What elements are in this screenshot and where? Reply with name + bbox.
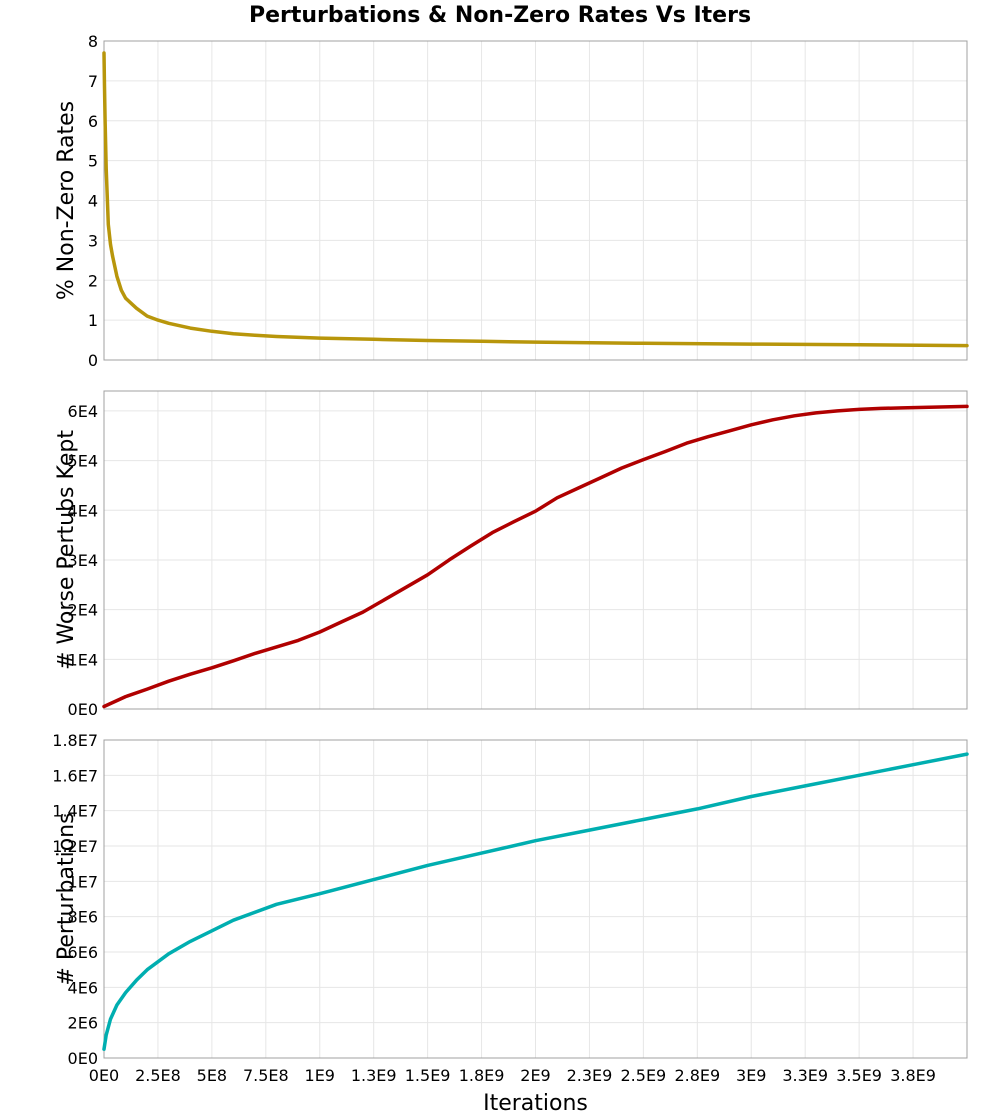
y-tick-label: 5E4 bbox=[68, 452, 98, 471]
x-tick-label: 1.5E9 bbox=[405, 1066, 451, 1085]
y-tick-label: 0E0 bbox=[68, 1049, 98, 1068]
series-line bbox=[102, 404, 969, 709]
y-tick-label: 1E7 bbox=[68, 872, 98, 891]
chart-title: Perturbations & Non-Zero Rates Vs Iters bbox=[249, 3, 751, 28]
chart-panel-2: 0E0 1E4 2E4 3E4 4E4 5E4 6E4 # Worse Pertubs Kep… bbox=[54, 390, 969, 719]
y-tick-label: 0E0 bbox=[68, 700, 98, 719]
x-tick-label: 7.5E8 bbox=[243, 1066, 289, 1085]
y-tick-label: 7 bbox=[88, 72, 98, 91]
y-tick-label: 2E6 bbox=[68, 1014, 98, 1033]
y-tick-label: 6E4 bbox=[68, 402, 98, 421]
y-axis-label: # Worse Pertubs Kept bbox=[54, 430, 79, 670]
x-tick-label: 1E9 bbox=[305, 1066, 335, 1085]
y-tick-label: 2 bbox=[88, 271, 98, 290]
y-tick-label: 3E4 bbox=[68, 551, 98, 570]
x-axis-label: Iterations bbox=[483, 1091, 588, 1116]
y-tick-label: 6E6 bbox=[68, 943, 98, 962]
x-tick-label: 3.3E9 bbox=[782, 1066, 828, 1085]
y-tick-label: 5 bbox=[88, 152, 98, 171]
x-tick-label: 0E0 bbox=[89, 1066, 119, 1085]
y-tick-label: 6 bbox=[88, 112, 98, 131]
y-tick-label: 8E6 bbox=[68, 908, 98, 927]
x-tick-label: 1.8E9 bbox=[459, 1066, 505, 1085]
x-tick-label: 2E9 bbox=[520, 1066, 550, 1085]
y-tick-label: 1.2E7 bbox=[52, 837, 98, 856]
chart-panel-1: 0 1 2 3 4 5 6 7 8 % Non-Zero Rates bbox=[54, 32, 969, 370]
x-tick-label: 5E8 bbox=[197, 1066, 227, 1085]
y-tick-label: 1E4 bbox=[68, 650, 98, 669]
x-tick-label: 3.5E9 bbox=[836, 1066, 882, 1085]
y-tick-label: 8 bbox=[88, 32, 98, 51]
y-tick-label: 1.4E7 bbox=[52, 802, 98, 821]
y-tick-label: 0 bbox=[88, 351, 98, 370]
plot-frame bbox=[103, 739, 968, 1059]
x-tick-label: 3.8E9 bbox=[890, 1066, 936, 1085]
y-axis-label: % Non-Zero Rates bbox=[54, 101, 79, 300]
plot-frame bbox=[103, 40, 968, 361]
chart-panels: 0 1 2 3 4 5 6 7 8 % Non-Zero Rates 0E0 1E4 2E4 3E4 4E4… bbox=[52, 32, 969, 1116]
x-tick-label: 2.3E9 bbox=[567, 1066, 613, 1085]
y-tick-label: 3 bbox=[88, 231, 98, 250]
y-tick-label: 4E6 bbox=[68, 978, 98, 997]
y-tick-label: 2E4 bbox=[68, 601, 98, 620]
x-tick-label: 2.8E9 bbox=[674, 1066, 720, 1085]
y-tick-label: 1 bbox=[88, 311, 98, 330]
y-axis-label: # Perturbations bbox=[54, 812, 79, 985]
chart-panel-3: 0E0 2E6 4E6 6E6 8E6 1E7 1.2E7 1.4E7 1.6E7 1.8E7 # … bbox=[52, 731, 969, 1116]
x-tick-label: 2.5E8 bbox=[135, 1066, 181, 1085]
series-line bbox=[102, 752, 969, 1051]
y-tick-label: 4E4 bbox=[68, 501, 98, 520]
y-tick-label: 1.6E7 bbox=[52, 766, 98, 785]
x-tick-label: 1.3E9 bbox=[351, 1066, 397, 1085]
plot-frame bbox=[103, 390, 968, 710]
y-tick-label: 4 bbox=[88, 192, 98, 211]
x-tick-label: 2.5E9 bbox=[621, 1066, 667, 1085]
x-tick-label: 3E9 bbox=[736, 1066, 766, 1085]
y-tick-label: 1.8E7 bbox=[52, 731, 98, 750]
series-line bbox=[102, 51, 969, 348]
